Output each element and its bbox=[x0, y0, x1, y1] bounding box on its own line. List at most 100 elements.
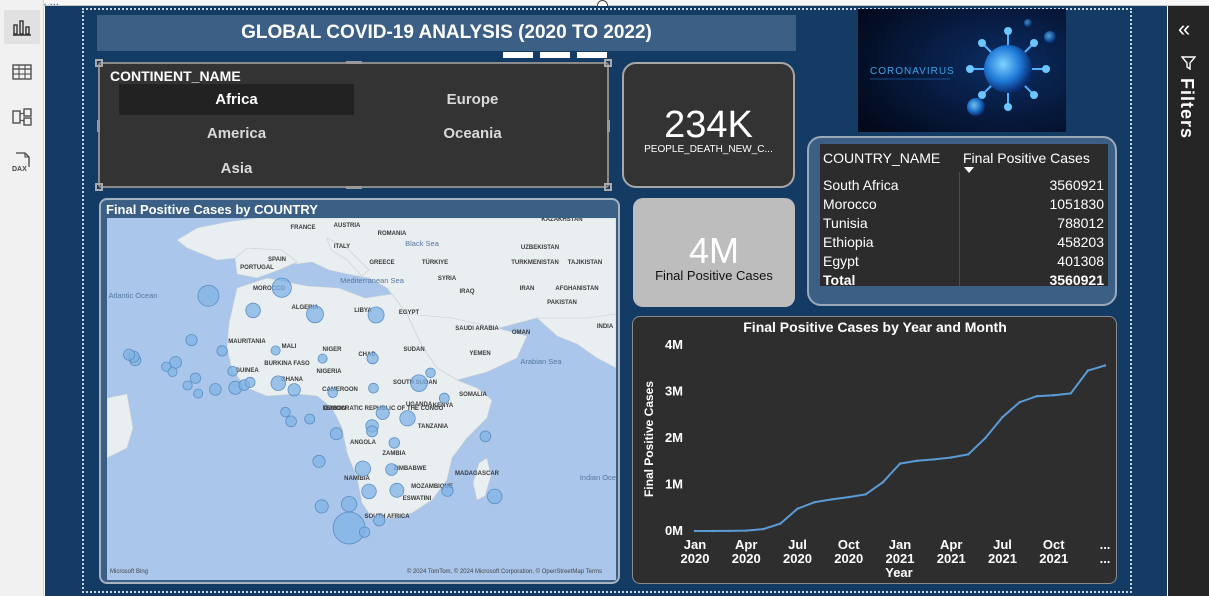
map-bubble[interactable] bbox=[329, 427, 343, 441]
map-bubble[interactable] bbox=[388, 437, 401, 449]
map-bubble[interactable] bbox=[317, 353, 328, 364]
map-bubble[interactable] bbox=[367, 306, 385, 324]
data-point[interactable] bbox=[728, 529, 731, 533]
map-bubble[interactable] bbox=[270, 375, 287, 391]
map-bubble[interactable] bbox=[280, 406, 291, 418]
map-bubble[interactable] bbox=[306, 305, 324, 324]
col-header-country[interactable]: COUNTRY_NAME bbox=[823, 150, 941, 166]
table-view-button[interactable] bbox=[4, 55, 40, 89]
resize-handle[interactable] bbox=[95, 59, 103, 67]
map-bubble[interactable] bbox=[441, 484, 454, 497]
slicer-item-asia[interactable]: Asia bbox=[220, 160, 253, 177]
data-point[interactable] bbox=[796, 507, 799, 510]
data-point[interactable] bbox=[915, 459, 919, 462]
map-bubble[interactable] bbox=[185, 334, 198, 347]
map-bubble[interactable] bbox=[182, 380, 193, 391]
map-bubble[interactable] bbox=[368, 382, 379, 394]
map-bubble[interactable] bbox=[327, 387, 338, 399]
map-bubble[interactable] bbox=[244, 376, 256, 388]
resize-handle[interactable] bbox=[604, 183, 612, 191]
dax-query-button[interactable]: DAX bbox=[4, 145, 40, 179]
map-bubble[interactable] bbox=[332, 511, 366, 545]
map-bubble[interactable] bbox=[479, 430, 492, 443]
map-bubble[interactable] bbox=[359, 526, 371, 538]
country-table[interactable]: COUNTRY_NAME Final Positive Cases South … bbox=[820, 144, 1108, 288]
map-bubble[interactable] bbox=[304, 413, 316, 425]
data-point[interactable] bbox=[967, 453, 970, 456]
model-view-button[interactable] bbox=[4, 100, 40, 134]
col-header-cases[interactable]: Final Positive Cases bbox=[963, 150, 1090, 166]
map-bubble[interactable] bbox=[245, 302, 261, 319]
map-bubble[interactable] bbox=[169, 356, 182, 369]
series-line[interactable] bbox=[695, 364, 1106, 532]
slicer-item-africa[interactable]: Africa bbox=[119, 84, 354, 115]
data-point[interactable] bbox=[1052, 394, 1055, 397]
data-point[interactable] bbox=[813, 501, 816, 504]
map-bubble[interactable] bbox=[287, 383, 301, 397]
map-bubble[interactable] bbox=[385, 463, 398, 476]
map-bubble[interactable] bbox=[216, 345, 228, 357]
slicer-item-america[interactable]: America bbox=[206, 125, 267, 142]
map-bubble[interactable] bbox=[285, 415, 297, 428]
map-bubble[interactable] bbox=[438, 392, 450, 404]
table-row[interactable]: Morocco 1051830 bbox=[820, 195, 1108, 214]
map-bubble[interactable] bbox=[425, 367, 436, 379]
slicer-item-oceania[interactable]: Oceania bbox=[443, 125, 502, 142]
continent-slicer[interactable]: CONTINENT_NAME Africa Europe America Oce… bbox=[95, 59, 612, 191]
data-point[interactable] bbox=[762, 527, 765, 531]
data-point[interactable] bbox=[779, 522, 782, 525]
map-bubble[interactable] bbox=[487, 488, 503, 505]
data-point[interactable] bbox=[745, 529, 748, 532]
resize-handle[interactable] bbox=[95, 183, 103, 191]
map-bubble[interactable] bbox=[193, 388, 204, 399]
map-bubble[interactable] bbox=[209, 383, 222, 396]
data-point[interactable] bbox=[881, 481, 885, 484]
resize-handle[interactable] bbox=[607, 120, 610, 132]
resize-handle[interactable] bbox=[97, 120, 100, 132]
data-point[interactable] bbox=[1001, 415, 1004, 419]
table-row[interactable]: Ethiopia 458203 bbox=[820, 233, 1108, 252]
map-bubble[interactable] bbox=[389, 482, 405, 498]
collapse-filters-icon[interactable]: « bbox=[1178, 16, 1191, 41]
data-point[interactable] bbox=[1035, 395, 1038, 398]
resize-handle[interactable] bbox=[346, 186, 362, 189]
map-bubble[interactable] bbox=[399, 410, 416, 427]
map-bubble[interactable] bbox=[312, 454, 326, 468]
table-row[interactable]: Egypt 401308 bbox=[820, 252, 1108, 271]
report-view-button[interactable] bbox=[4, 10, 40, 44]
resize-handle[interactable] bbox=[346, 61, 362, 64]
table-row[interactable]: South Africa 3560921 bbox=[820, 176, 1108, 195]
data-point[interactable] bbox=[933, 458, 936, 461]
map-bubble[interactable] bbox=[373, 514, 386, 527]
data-point[interactable] bbox=[693, 529, 697, 533]
bubble-map[interactable]: KAZAKHSTAN FRANCE AUSTRIA ROMANIA ITALY Black… bbox=[107, 218, 616, 580]
data-point[interactable] bbox=[984, 436, 987, 440]
data-point[interactable] bbox=[1086, 369, 1090, 372]
map-bubble[interactable] bbox=[189, 372, 202, 384]
data-point[interactable] bbox=[830, 498, 833, 501]
map-bubble[interactable] bbox=[361, 483, 377, 500]
data-point[interactable] bbox=[1069, 392, 1072, 395]
map-bubble[interactable] bbox=[271, 277, 292, 298]
map-bubble[interactable] bbox=[227, 366, 238, 377]
data-point[interactable] bbox=[1018, 401, 1021, 404]
data-point[interactable] bbox=[1103, 364, 1107, 367]
map-bubble[interactable] bbox=[341, 495, 358, 513]
map-bubble[interactable] bbox=[314, 499, 329, 514]
map-bubble[interactable] bbox=[410, 374, 428, 392]
data-point[interactable] bbox=[898, 462, 902, 465]
data-point[interactable] bbox=[864, 493, 867, 496]
map-bubble[interactable] bbox=[354, 460, 371, 477]
map-bubble[interactable] bbox=[366, 352, 379, 365]
map-bubble[interactable] bbox=[167, 366, 178, 377]
cases-line-chart[interactable]: Final Positive Cases by Year and Month Fi… bbox=[632, 316, 1117, 584]
data-point[interactable] bbox=[950, 456, 953, 459]
map-bubble[interactable] bbox=[270, 345, 281, 356]
map-bubble[interactable] bbox=[197, 284, 220, 307]
resize-handle[interactable] bbox=[604, 59, 612, 67]
table-row[interactable]: Tunisia 788012 bbox=[820, 214, 1108, 233]
map-bubble[interactable] bbox=[123, 348, 136, 361]
slicer-item-europe[interactable]: Europe bbox=[446, 91, 499, 108]
data-point[interactable] bbox=[710, 529, 714, 533]
map-bubble[interactable] bbox=[375, 405, 390, 420]
